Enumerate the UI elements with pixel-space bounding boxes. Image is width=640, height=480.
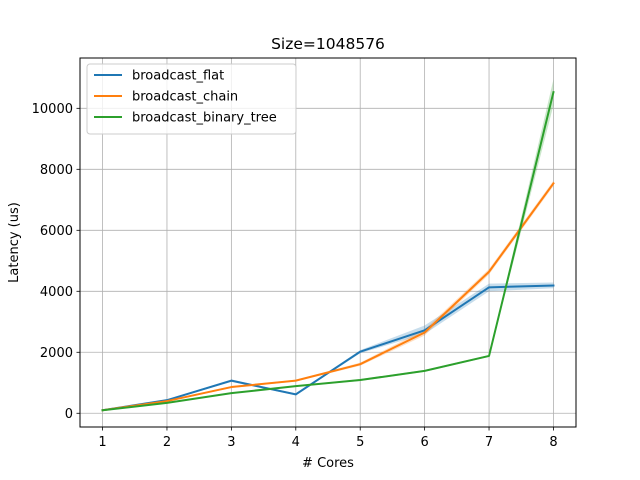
x-tick-label: 4 xyxy=(292,435,300,450)
x-tick-label: 7 xyxy=(485,435,493,450)
x-axis-label: # Cores xyxy=(302,456,354,471)
axis-ticks: 1 2 3 4 5 6 7 8 0 2000 4000 6000 8000 10000 xyxy=(32,102,558,450)
y-tick-label: 10000 xyxy=(32,102,73,117)
legend: broadcast_flat broadcast_chain broadcast_b… xyxy=(86,63,297,135)
chart-title: Size=1048576 xyxy=(271,35,385,53)
line-broadcast_chain xyxy=(101,181,555,412)
x-tick-label: 5 xyxy=(356,435,364,450)
x-tick-label: 2 xyxy=(163,435,171,450)
legend-label-broadcast_binary_tree: broadcast_binary_tree xyxy=(132,111,277,126)
y-axis-label: Latency (us) xyxy=(7,202,22,283)
series-lines xyxy=(101,90,555,412)
y-tick-label: 8000 xyxy=(40,163,73,178)
x-tick-label: 1 xyxy=(98,435,106,450)
y-tick-label: 4000 xyxy=(40,285,73,300)
legend-label-broadcast_flat: broadcast_flat xyxy=(132,69,224,84)
y-tick-label: 2000 xyxy=(40,346,73,361)
line-broadcast_binary_tree xyxy=(101,90,555,412)
x-tick-label: 6 xyxy=(420,435,428,450)
y-tick-label: 0 xyxy=(65,407,73,422)
y-tick-label: 6000 xyxy=(40,224,73,239)
legend-frame xyxy=(86,63,297,135)
x-tick-label: 8 xyxy=(549,435,557,450)
plot-frame xyxy=(79,57,577,428)
legend-label-broadcast_chain: broadcast_chain xyxy=(132,90,238,105)
x-tick-label: 3 xyxy=(227,435,235,450)
